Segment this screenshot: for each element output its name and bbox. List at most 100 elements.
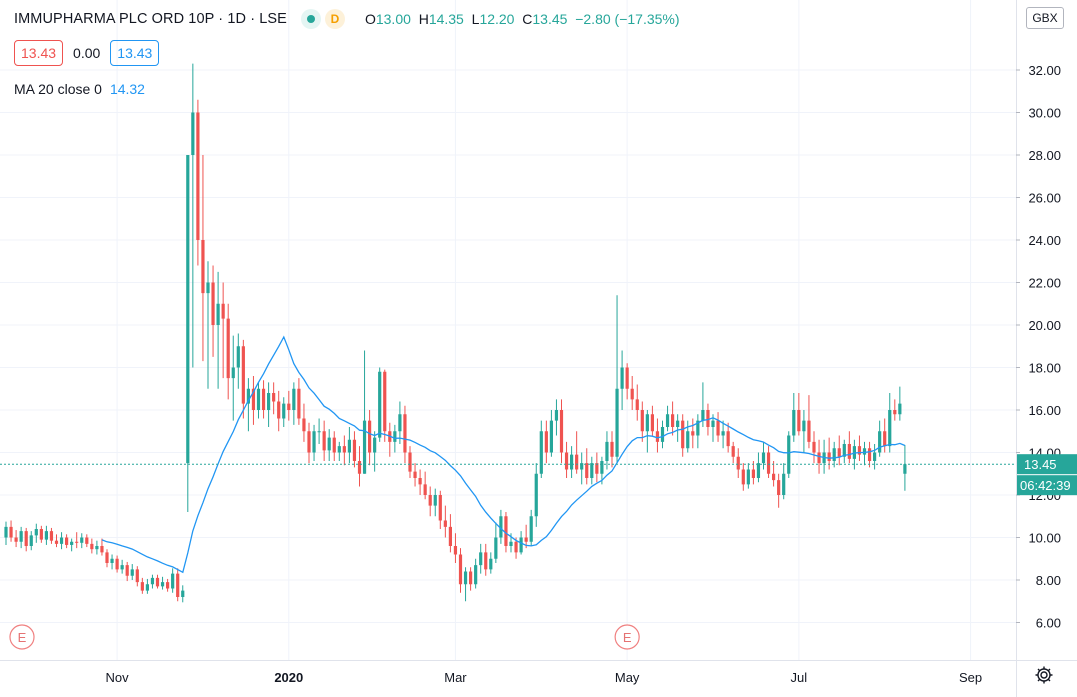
- candle-body: [282, 403, 286, 419]
- candle: [105, 549, 109, 568]
- candle-body: [14, 537, 18, 542]
- indicator-legend[interactable]: MA 20 close 0 14.32: [14, 81, 145, 97]
- candle: [590, 456, 594, 485]
- candle: [277, 390, 281, 432]
- candle-body: [736, 456, 740, 470]
- candle-body: [660, 427, 665, 442]
- candle-body: [837, 448, 841, 457]
- candle-body: [327, 437, 331, 451]
- candle-body: [347, 439, 351, 453]
- candle-body: [671, 414, 675, 427]
- candle-body: [499, 516, 503, 538]
- candle-body: [155, 577, 160, 587]
- candle: [575, 431, 579, 474]
- candle: [95, 540, 99, 555]
- candle: [413, 463, 417, 487]
- candle: [761, 441, 766, 470]
- candle: [620, 350, 624, 410]
- candle: [564, 441, 569, 478]
- candle-body: [362, 420, 367, 474]
- candle-body: [605, 441, 609, 461]
- trade-boxes: 13.43 0.00 13.43: [14, 40, 160, 66]
- candle: [544, 420, 548, 464]
- candle: [181, 585, 185, 603]
- high-label: H: [418, 11, 429, 27]
- candle: [524, 524, 528, 549]
- candle: [120, 559, 124, 574]
- currency-button[interactable]: GBX: [1026, 7, 1064, 29]
- candle: [4, 521, 8, 545]
- candle-body: [272, 393, 276, 402]
- candle-body: [322, 431, 326, 451]
- candle-body: [403, 414, 407, 453]
- candle: [898, 386, 902, 421]
- candle-body: [171, 573, 175, 589]
- candle: [85, 534, 89, 548]
- candle-body: [519, 537, 523, 553]
- candle-body: [575, 454, 579, 470]
- buy-price-button[interactable]: 13.43: [110, 40, 160, 66]
- candle-body: [80, 537, 84, 543]
- candle: [80, 533, 84, 549]
- candle-body: [206, 282, 210, 294]
- candle-body: [368, 420, 372, 453]
- candle-body: [842, 444, 846, 457]
- candle: [878, 420, 882, 457]
- countdown-tag-bg: [1017, 475, 1077, 496]
- candle: [90, 538, 94, 554]
- candle-body: [287, 403, 291, 410]
- candle: [130, 564, 134, 580]
- candle-body: [564, 452, 569, 470]
- candle: [711, 414, 715, 442]
- candle-body: [236, 346, 240, 368]
- candle-body: [479, 552, 483, 566]
- candle: [176, 568, 180, 602]
- candle: [312, 424, 316, 461]
- candle: [221, 282, 225, 379]
- candle: [261, 380, 266, 419]
- candle: [287, 390, 291, 421]
- candle-body: [893, 410, 897, 415]
- earnings-marker[interactable]: E: [614, 624, 640, 650]
- candle-body: [539, 431, 543, 474]
- candle: [549, 410, 553, 457]
- candle-body: [706, 410, 710, 427]
- candle-body: [529, 516, 533, 542]
- candle-body: [95, 546, 99, 550]
- candle-body: [226, 318, 230, 379]
- gear-icon[interactable]: [1034, 665, 1054, 685]
- candle-body: [448, 526, 452, 546]
- candle-body: [433, 495, 437, 506]
- candle-body: [241, 346, 245, 404]
- candle-body: [120, 565, 124, 570]
- candle: [322, 420, 326, 461]
- candle: [368, 410, 372, 466]
- candle: [837, 435, 841, 466]
- candle-body: [115, 558, 119, 570]
- candle: [160, 576, 165, 590]
- candle: [782, 463, 786, 500]
- candle: [716, 412, 720, 442]
- candle-body: [862, 448, 867, 455]
- candle: [438, 490, 442, 529]
- earnings-marker[interactable]: E: [9, 624, 35, 650]
- candle-body: [741, 469, 745, 485]
- candle-body: [691, 431, 695, 436]
- candle: [812, 431, 816, 464]
- candle: [236, 333, 240, 389]
- candle-body: [620, 367, 624, 389]
- candle: [867, 441, 872, 468]
- candle: [256, 382, 261, 419]
- candle: [448, 514, 452, 553]
- candle-body: [585, 463, 589, 478]
- symbol-title[interactable]: IMMUPHARMA PLC ORD 10P · 1D · LSE: [14, 11, 287, 27]
- sell-price-button[interactable]: 13.43: [14, 40, 64, 66]
- candle: [696, 414, 700, 449]
- candle-body: [307, 431, 311, 453]
- candle-body: [580, 463, 584, 470]
- candle: [433, 488, 437, 517]
- candle: [150, 574, 155, 589]
- candle: [721, 420, 725, 449]
